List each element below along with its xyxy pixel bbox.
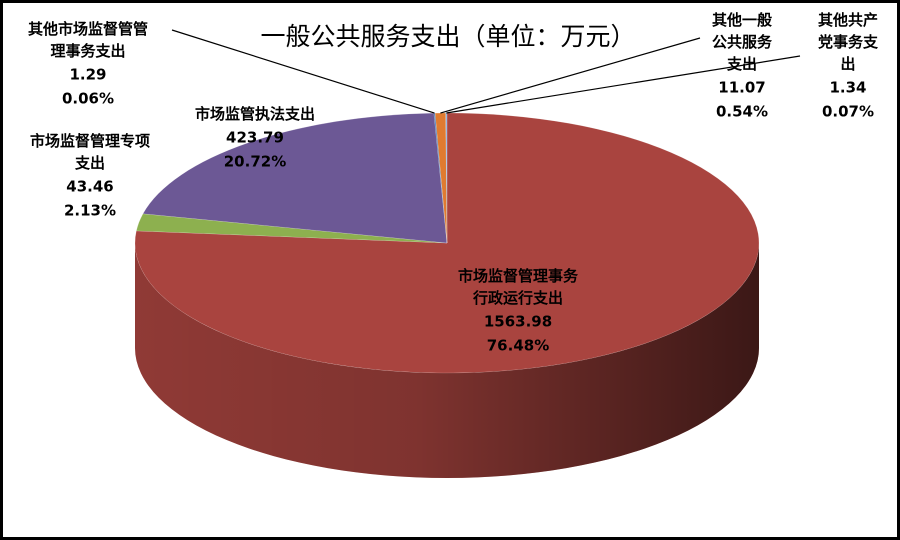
percent-label: 0.06% <box>62 90 114 108</box>
value-label: 1.29 <box>69 66 106 84</box>
slice <box>136 213 448 244</box>
leader-line <box>440 37 701 114</box>
slice <box>142 112 448 244</box>
leader-line <box>446 55 801 114</box>
side-shade <box>135 243 759 478</box>
percent-label: 20.72% <box>224 153 286 171</box>
pie-tops <box>134 112 760 374</box>
value-label: 1.34 <box>829 79 866 97</box>
leader-line <box>171 29 435 114</box>
slice-label: 其他共产党事务支出 <box>818 11 879 73</box>
slice-label: 市场监督管理事务行政运行支出 <box>458 267 579 307</box>
value-label: 43.46 <box>66 178 113 196</box>
percent-label: 76.48% <box>487 337 549 355</box>
slice-label: 其他一般公共服务支出 <box>712 11 773 73</box>
value-label: 423.79 <box>226 129 284 147</box>
slice <box>134 112 760 374</box>
pie-sides <box>135 243 759 478</box>
labels: 市场监督管理事务行政运行支出 1563.98 76.48% 市场监督管理专项支出 43.… <box>28 11 879 355</box>
percent-label: 2.13% <box>64 202 116 220</box>
value-label: 11.07 <box>718 79 765 97</box>
slice-label: 市场监督管理专项支出 <box>30 132 150 172</box>
slice-label: 市场监管执法支出 <box>195 105 315 123</box>
slice-label: 其他市场监督管管理事务支出 <box>28 20 148 60</box>
slice <box>434 112 448 244</box>
value-label: 1563.98 <box>484 313 552 331</box>
chart-title: 一般公共服务支出（单位：万元） <box>260 22 635 51</box>
percent-label: 0.54% <box>716 103 768 121</box>
percent-label: 0.07% <box>822 103 874 121</box>
